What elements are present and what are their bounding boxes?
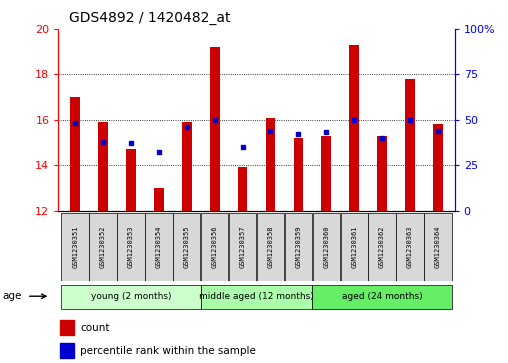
FancyBboxPatch shape: [340, 213, 368, 281]
Bar: [322, 136, 331, 211]
Text: GSM1230357: GSM1230357: [240, 225, 245, 268]
Bar: [126, 149, 136, 211]
Bar: [405, 79, 415, 211]
Text: young (2 months): young (2 months): [91, 292, 171, 301]
FancyBboxPatch shape: [173, 213, 201, 281]
Bar: [377, 136, 387, 211]
Bar: [182, 122, 192, 211]
FancyBboxPatch shape: [117, 213, 145, 281]
FancyBboxPatch shape: [145, 213, 173, 281]
FancyBboxPatch shape: [61, 285, 201, 309]
FancyBboxPatch shape: [396, 213, 424, 281]
FancyBboxPatch shape: [61, 213, 89, 281]
FancyBboxPatch shape: [424, 213, 452, 281]
FancyBboxPatch shape: [312, 213, 340, 281]
Bar: [350, 45, 359, 211]
Text: middle aged (12 months): middle aged (12 months): [199, 292, 314, 301]
Bar: [210, 47, 219, 211]
Text: GSM1230356: GSM1230356: [212, 225, 218, 268]
FancyBboxPatch shape: [284, 213, 312, 281]
Bar: [70, 97, 80, 211]
Bar: [238, 167, 247, 211]
Text: percentile rank within the sample: percentile rank within the sample: [80, 346, 256, 356]
Text: GSM1230359: GSM1230359: [295, 225, 301, 268]
FancyBboxPatch shape: [368, 213, 396, 281]
Text: aged (24 months): aged (24 months): [342, 292, 423, 301]
Text: GSM1230361: GSM1230361: [351, 225, 357, 268]
Bar: [98, 122, 108, 211]
Bar: [294, 138, 303, 211]
Text: GSM1230355: GSM1230355: [184, 225, 190, 268]
Bar: [60, 321, 74, 335]
FancyBboxPatch shape: [257, 213, 284, 281]
Text: GSM1230360: GSM1230360: [323, 225, 329, 268]
FancyBboxPatch shape: [89, 213, 117, 281]
Text: GSM1230363: GSM1230363: [407, 225, 413, 268]
FancyBboxPatch shape: [201, 285, 312, 309]
Bar: [266, 118, 275, 211]
Text: count: count: [80, 323, 110, 333]
FancyBboxPatch shape: [312, 285, 452, 309]
Text: GSM1230351: GSM1230351: [72, 225, 78, 268]
Text: GSM1230354: GSM1230354: [156, 225, 162, 268]
Bar: [433, 124, 443, 211]
Text: GSM1230362: GSM1230362: [379, 225, 385, 268]
FancyBboxPatch shape: [201, 213, 229, 281]
Text: GSM1230358: GSM1230358: [268, 225, 273, 268]
Text: GDS4892 / 1420482_at: GDS4892 / 1420482_at: [69, 11, 230, 25]
Bar: [60, 343, 74, 359]
Bar: [154, 188, 164, 211]
FancyBboxPatch shape: [229, 213, 256, 281]
Text: age: age: [3, 291, 22, 301]
Text: GSM1230353: GSM1230353: [128, 225, 134, 268]
Text: GSM1230352: GSM1230352: [100, 225, 106, 268]
Text: GSM1230364: GSM1230364: [435, 225, 441, 268]
